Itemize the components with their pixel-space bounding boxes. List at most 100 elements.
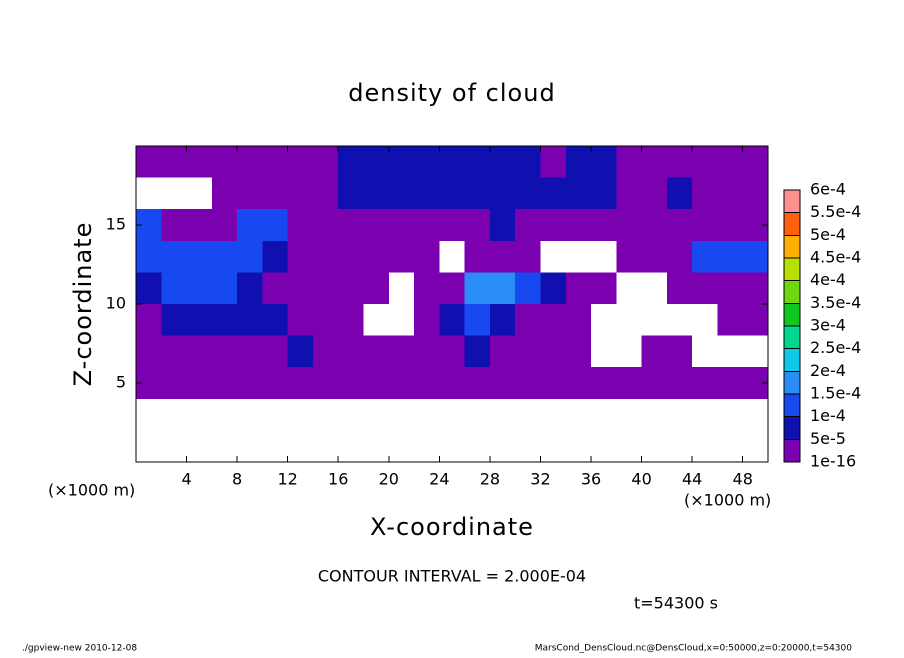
x-tick-label: 16: [328, 470, 348, 489]
contour-cell: [616, 430, 643, 463]
contour-cell: [489, 146, 516, 179]
colorbar-label: 5.5e-4: [810, 202, 861, 221]
colorbar-band: [784, 303, 800, 327]
contour-cell: [237, 272, 263, 305]
footer-left: ./gpview-new 2010-12-08: [22, 644, 137, 654]
contour-cell: [692, 304, 718, 337]
contour-cell: [565, 398, 592, 431]
contour-cell: [338, 209, 365, 242]
contour-cell: [136, 335, 162, 368]
contour-cell: [616, 335, 643, 368]
contour-cell: [237, 367, 263, 400]
contour-cell: [540, 430, 567, 463]
contour-cell: [338, 272, 365, 305]
contour-cell: [161, 367, 188, 400]
contour-cell: [338, 398, 365, 431]
x-tick-label: 44: [682, 470, 702, 489]
x-tick-label: 48: [733, 470, 753, 489]
contour-cell: [464, 430, 491, 463]
colorbar-label: 6e-4: [810, 180, 846, 199]
colorbar-label: 2e-4: [810, 361, 846, 380]
contour-cell: [515, 367, 541, 400]
contour-cell: [565, 272, 592, 305]
x-tick-label: 40: [631, 470, 651, 489]
contour-cell: [692, 177, 718, 210]
colorbar-label: 2.5e-4: [810, 338, 861, 357]
contour-cell: [565, 146, 592, 179]
contour-cell: [742, 304, 769, 337]
contour-cell: [742, 272, 769, 305]
contour-cell: [161, 398, 188, 431]
contour-cell: [388, 398, 415, 431]
contour-cell: [287, 272, 314, 305]
contour-cell: [464, 240, 491, 273]
contour-cell: [641, 177, 668, 210]
contour-cell: [287, 209, 314, 242]
contour-cell: [591, 209, 617, 242]
contour-cell: [591, 367, 617, 400]
colorbar-band: [784, 348, 800, 372]
contour-cell: [312, 209, 339, 242]
contour-cell: [262, 430, 289, 463]
contour-cell: [287, 240, 314, 273]
contour-cell: [363, 177, 390, 210]
time-label: t=54300 s: [634, 594, 718, 613]
colorbar-label: 4e-4: [810, 270, 846, 289]
colorbar-band: [784, 371, 800, 395]
contour-cell: [591, 177, 617, 210]
contour-cell: [692, 398, 718, 431]
colorbar-band: [784, 394, 800, 418]
contour-cell: [439, 304, 466, 337]
contour-cell: [338, 240, 365, 273]
contour-cell: [287, 367, 314, 400]
contour-cell: [616, 177, 643, 210]
x-tick-label: 36: [581, 470, 601, 489]
contour-cell: [186, 272, 213, 305]
contour-cell: [338, 430, 365, 463]
contour-cell: [591, 146, 617, 179]
contour-cell: [136, 240, 162, 273]
contour-cell: [439, 240, 466, 273]
contour-cell: [717, 304, 744, 337]
contour-cell: [515, 304, 541, 337]
contour-cell: [237, 304, 263, 337]
contour-cell: [136, 177, 162, 210]
contour-cell: [717, 177, 744, 210]
contour-cell: [211, 209, 238, 242]
y-tick-label: 10: [106, 294, 126, 313]
contour-cell: [161, 430, 188, 463]
contour-cell: [439, 367, 466, 400]
contour-cell: [161, 304, 188, 337]
contour-cell: [211, 146, 238, 179]
colorbar-band: [784, 280, 800, 304]
contour-cell: [692, 209, 718, 242]
x-axis-label: X-coordinate: [370, 513, 534, 541]
contour-cell: [540, 335, 567, 368]
x-tick-label: 20: [379, 470, 399, 489]
contour-cell: [540, 240, 567, 273]
contour-cell: [742, 177, 769, 210]
y-tick-label: 15: [106, 215, 126, 234]
contour-cell: [515, 240, 541, 273]
contour-cell: [489, 177, 516, 210]
contour-cell: [237, 430, 263, 463]
contour-cell: [641, 335, 668, 368]
colorbar-label: 1e-16: [810, 452, 856, 471]
contour-cell: [287, 304, 314, 337]
contour-cell: [363, 209, 390, 242]
contour-cell: [312, 240, 339, 273]
contour-cell: [591, 304, 617, 337]
contour-cell: [388, 209, 415, 242]
contour-cell: [388, 240, 415, 273]
contour-cell: [616, 146, 643, 179]
contour-cell: [312, 430, 339, 463]
contour-cell: [616, 209, 643, 242]
contour-cell: [262, 335, 289, 368]
contour-cell: [363, 304, 390, 337]
contour-cell: [692, 430, 718, 463]
contour-cell: [717, 335, 744, 368]
contour-cell: [186, 146, 213, 179]
footer-right: MarsCond_DensCloud.nc@DensCloud,x=0:5000…: [535, 644, 852, 654]
contour-cell: [312, 367, 339, 400]
